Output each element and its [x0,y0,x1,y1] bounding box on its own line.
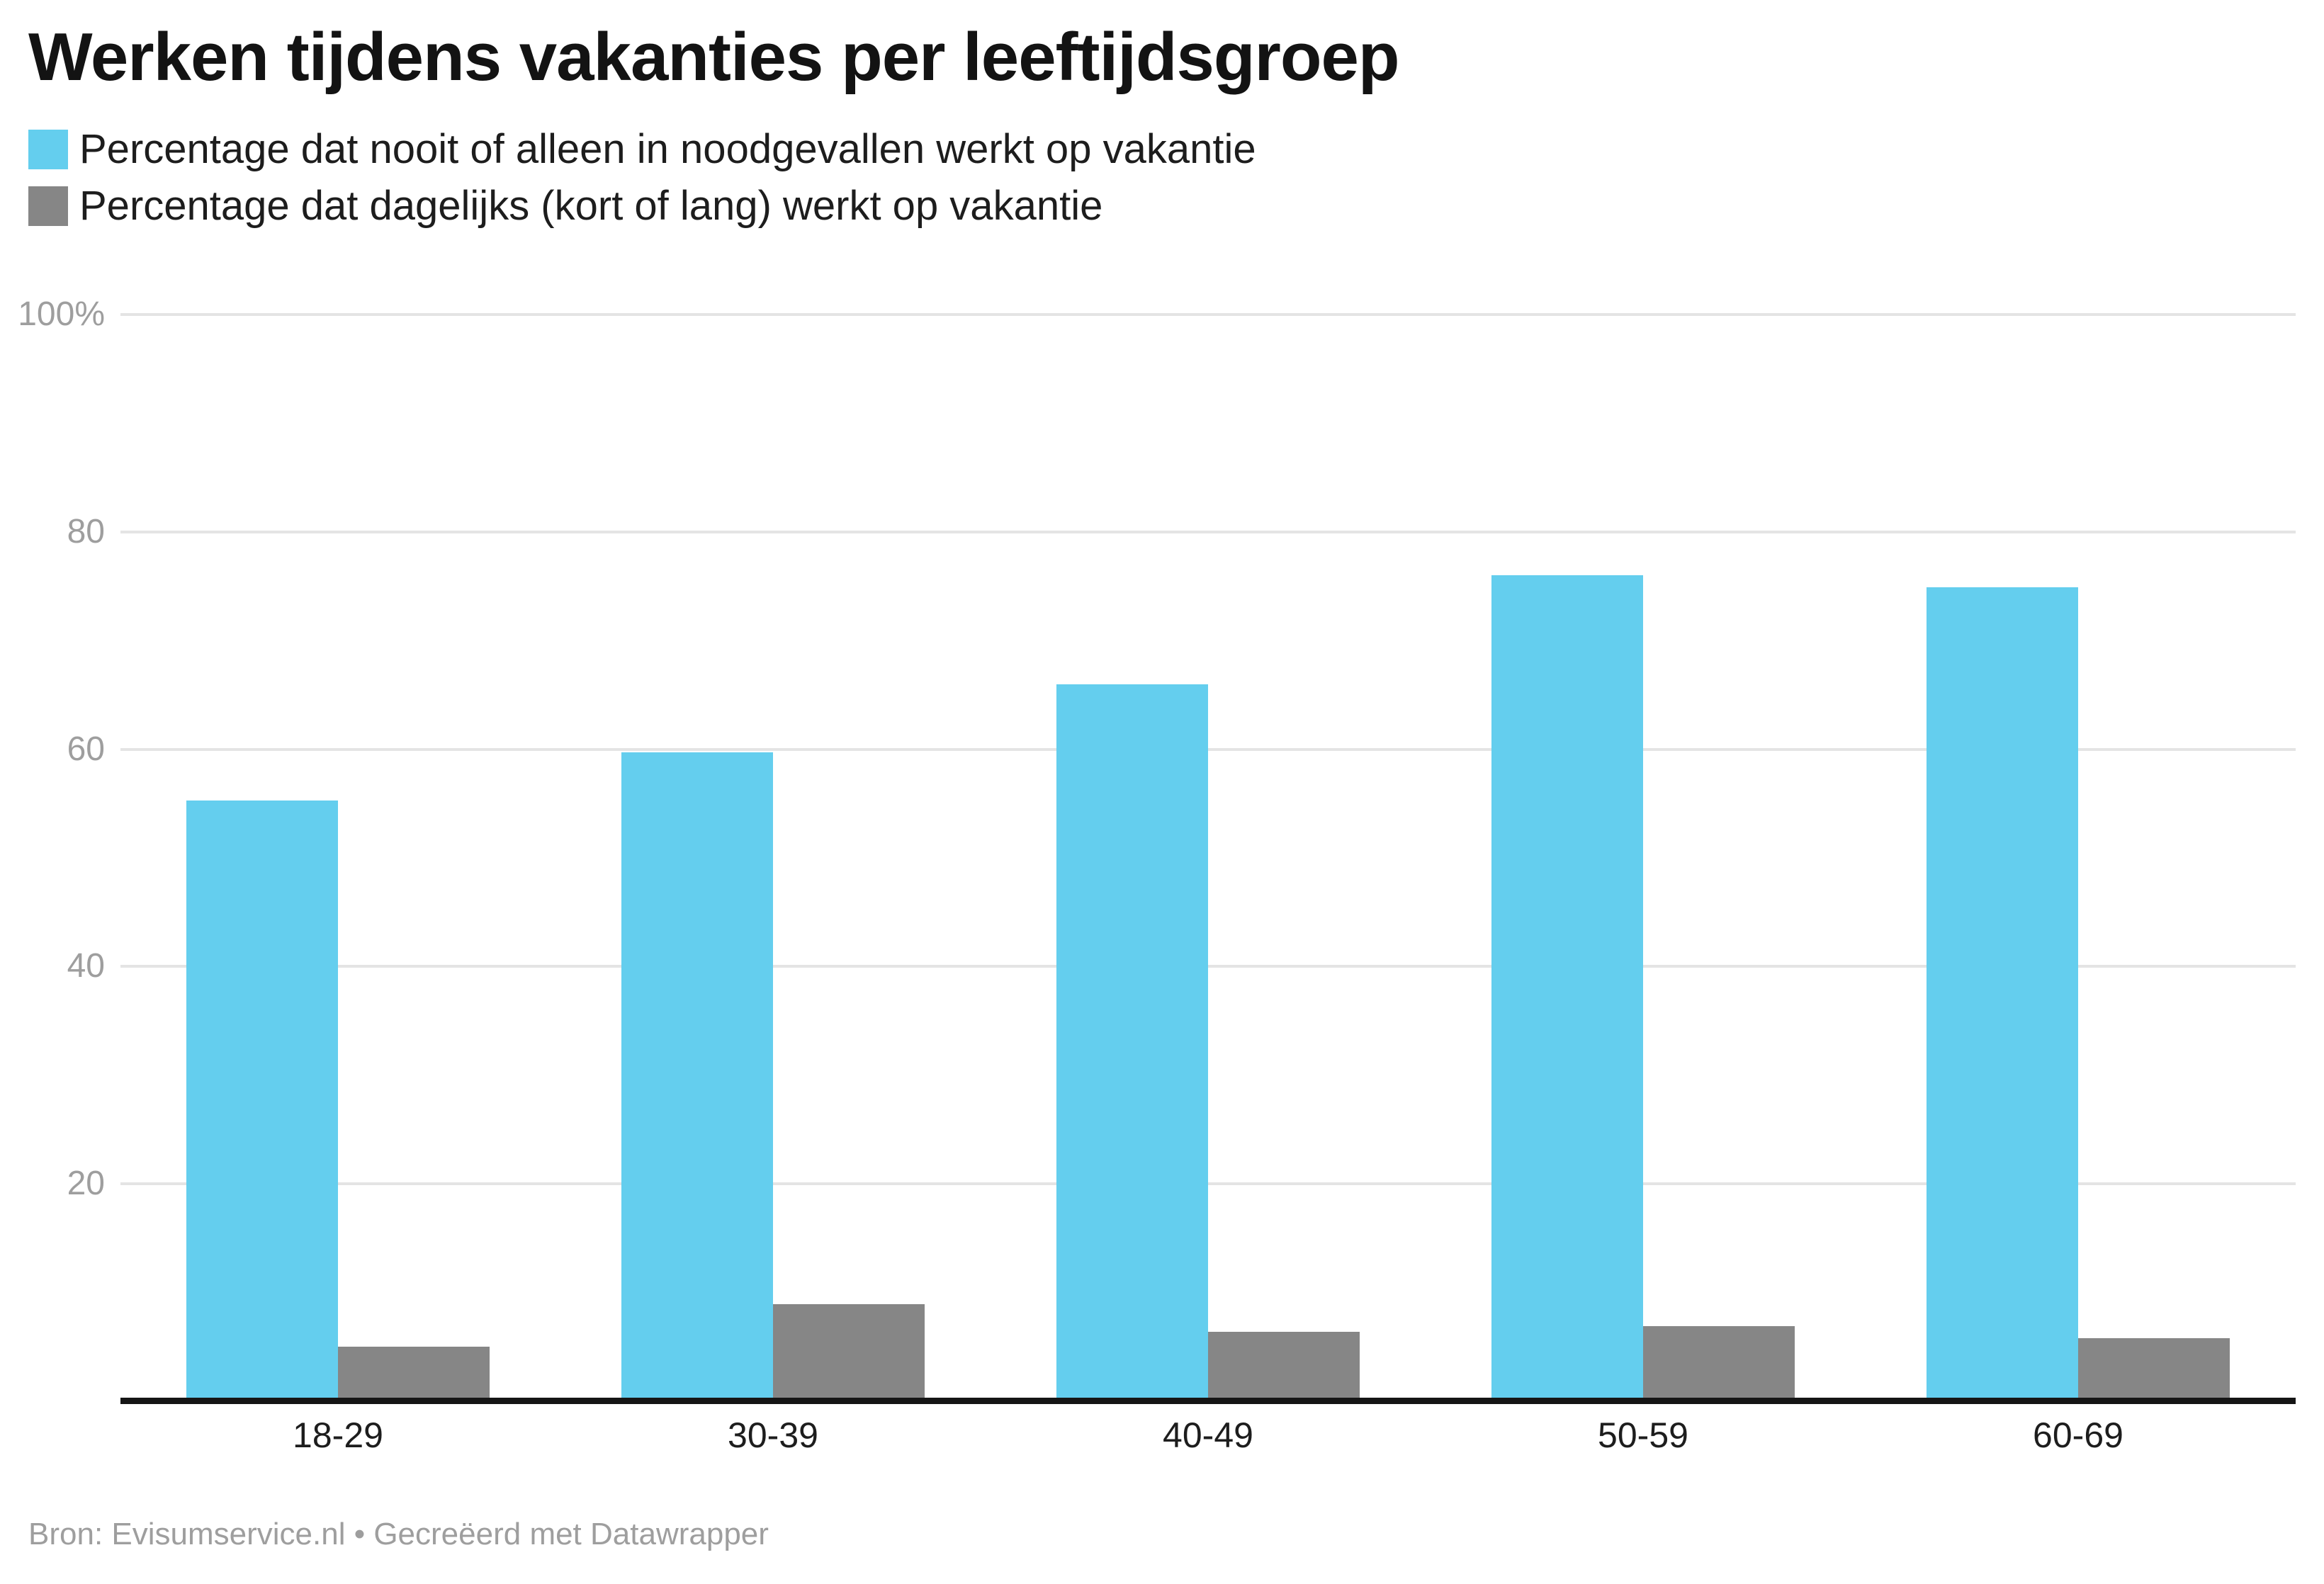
bar-blue-30-39 [621,752,773,1401]
x-axis-label-50-59: 50-59 [1598,1415,1688,1455]
gridline-100 [120,313,2296,316]
y-tick-label-100: 100% [18,295,105,333]
legend-label: Percentage dat nooit of alleen in noodge… [79,126,1256,172]
legend-item-0: Percentage dat nooit of alleen in noodge… [28,126,1256,172]
bar-group-40-49 [991,315,1426,1401]
gridline-60 [120,747,2296,751]
x-axis-label-30-39: 30-39 [728,1415,818,1455]
y-tick-label-20: 20 [67,1165,105,1203]
x-axis-line [120,1398,2296,1404]
bar-gray-18-29 [338,1347,490,1401]
legend-label: Percentage dat dagelijks (kort of lang) … [79,183,1103,229]
legend-swatch-icon [28,130,68,169]
bar-blue-40-49 [1056,684,1208,1401]
legend-item-1: Percentage dat dagelijks (kort of lang) … [28,183,1256,229]
y-tick-label-40: 40 [67,947,105,985]
source-footer: Bron: Evisumservice.nl • Gecreëerd met D… [28,1517,769,1551]
bar-group-18-29 [120,315,555,1401]
legend-swatch-icon [28,186,68,226]
bar-gray-40-49 [1208,1331,1360,1401]
plot-area: 100% 80 60 40 20 [18,298,2296,1404]
x-axis-label-40-49: 40-49 [1163,1415,1253,1455]
bar-group-30-39 [555,315,991,1401]
gridline-20 [120,1182,2296,1186]
bar-gray-30-39 [773,1304,925,1401]
gridline-80 [120,530,2296,533]
bar-group-50-59 [1426,315,1861,1401]
bar-gray-60-69 [2078,1338,2230,1401]
bar-group-60-69 [1861,315,2296,1401]
bar-blue-18-29 [186,800,338,1401]
bar-blue-60-69 [1927,587,2078,1401]
x-axis-label-18-29: 18-29 [293,1415,383,1455]
chart-title: Werken tijdens vakanties per leeftijdsgr… [28,19,1400,95]
bar-gray-50-59 [1643,1326,1795,1401]
bar-blue-50-59 [1491,575,1643,1401]
legend: Percentage dat nooit of alleen in noodge… [28,126,1256,243]
y-tick-label-60: 60 [67,730,105,768]
x-axis-labels: 18-29 30-39 40-49 50-59 60-69 [120,1415,2296,1458]
gridline-40 [120,965,2296,968]
y-tick-label-80: 80 [67,512,105,550]
x-axis-label-60-69: 60-69 [2033,1415,2123,1455]
